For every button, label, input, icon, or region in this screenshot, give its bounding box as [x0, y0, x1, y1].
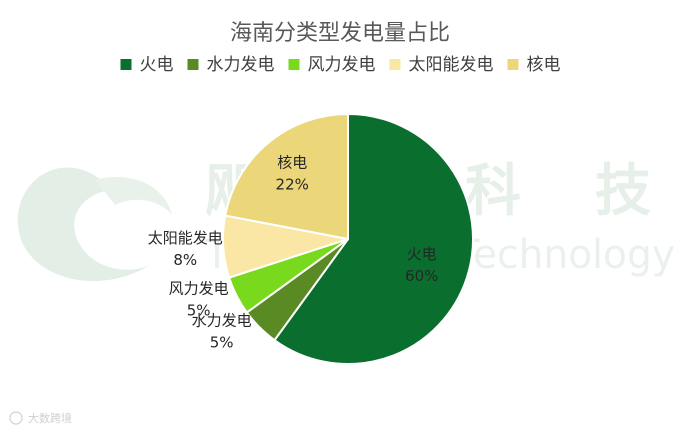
- slice-percent-label: 8%: [173, 251, 197, 269]
- footer-watermark: 大数跨境: [9, 411, 72, 425]
- legend-label: 风力发电: [308, 55, 376, 75]
- slice-name-label: 核电: [277, 154, 307, 172]
- slice-percent-label: 5%: [187, 302, 211, 320]
- legend-item: 火电: [120, 55, 174, 75]
- slice-name-label: 太阳能发电: [148, 229, 223, 247]
- slice-percent-label: 22%: [276, 176, 309, 194]
- legend: 火电 水力发电 风力发电 太阳能发电 核电: [120, 55, 561, 75]
- watermark-char-3: 科: [465, 159, 521, 224]
- slice-label: 火电 60%: [405, 245, 438, 285]
- legend-swatch: [507, 59, 519, 70]
- slice-label: 风力发电 5%: [169, 280, 229, 320]
- legend-swatch: [288, 59, 300, 70]
- pie-slice: [273, 112, 474, 365]
- legend-label: 核电: [527, 55, 561, 75]
- footer-text: 大数跨境: [28, 411, 72, 425]
- slice-name-label: 水力发电: [192, 311, 252, 329]
- legend-label: 太阳能发电: [409, 55, 494, 75]
- slice-percent-label: 60%: [405, 267, 438, 285]
- slice-label: 水力发电 5%: [192, 311, 252, 351]
- slice-label: 太阳能发电 8%: [148, 229, 223, 269]
- slice-name-label: 风力发电: [169, 280, 229, 298]
- slice-name-label: 火电: [407, 245, 437, 263]
- legend-label: 水力发电: [207, 55, 275, 75]
- legend-item: 风力发电: [288, 55, 376, 75]
- slice-label: 核电 22%: [276, 154, 309, 194]
- legend-item: 核电: [507, 55, 561, 75]
- watermark-char-4: 技: [595, 159, 651, 224]
- legend-swatch: [120, 59, 132, 70]
- legend-item: 水力发电: [187, 55, 275, 75]
- legend-swatch: [187, 59, 199, 70]
- legend-item: 太阳能发电: [389, 55, 494, 75]
- legend-swatch: [389, 59, 401, 70]
- chart-title: 海南分类型发电量占比: [230, 21, 450, 46]
- watermark-logo: [17, 167, 172, 282]
- pie-slices: [222, 112, 474, 365]
- footer-logo-icon: [9, 411, 23, 425]
- legend-label: 火电: [140, 55, 174, 75]
- slice-percent-label: 5%: [210, 333, 234, 351]
- pie-slice: [224, 112, 349, 241]
